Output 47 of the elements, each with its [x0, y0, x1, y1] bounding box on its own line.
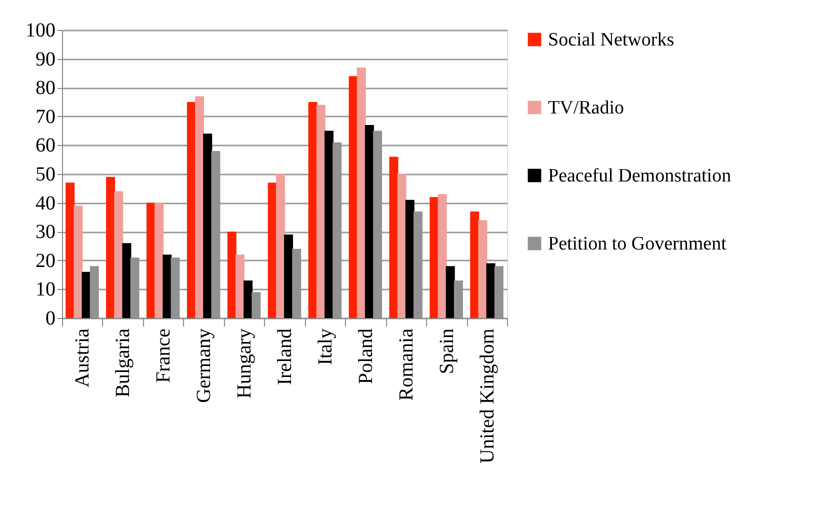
y-tick-label: 10	[36, 278, 56, 301]
bar	[74, 206, 83, 318]
legend-label: TV/Radio	[548, 98, 624, 118]
bar	[478, 220, 488, 318]
x-tick-label: Romania	[395, 328, 418, 401]
x-tick-label: Germany	[193, 328, 216, 403]
bar	[203, 134, 212, 318]
y-tick-label: 0	[46, 308, 56, 330]
bar	[284, 234, 294, 318]
bar	[66, 182, 75, 318]
y-tick-label: 30	[36, 221, 56, 244]
x-tick-label: France	[152, 328, 175, 383]
bar	[316, 104, 326, 318]
bar	[162, 254, 172, 318]
y-tick-label: 50	[36, 164, 56, 186]
legend-label: Social Networks	[548, 30, 674, 50]
bar	[430, 197, 439, 318]
x-tick-label: Poland	[354, 328, 377, 384]
y-tick-label: 80	[36, 77, 56, 100]
x-tick-label: Hungary	[234, 328, 256, 398]
x-tick-label: Italy	[314, 328, 336, 366]
bar	[356, 67, 366, 318]
y-tick-label: 60	[36, 134, 56, 157]
y-tick-label: 20	[36, 250, 56, 272]
bar	[276, 174, 285, 318]
bar	[389, 156, 398, 318]
bar	[154, 202, 164, 318]
legend-label: Peaceful Demonstration	[548, 166, 732, 186]
bar	[397, 174, 406, 318]
bar	[236, 254, 244, 318]
bar	[227, 232, 236, 318]
bar	[244, 280, 253, 318]
bar	[122, 243, 132, 318]
bar	[114, 191, 124, 318]
y-tick-label: 100	[26, 20, 56, 42]
bar	[438, 194, 447, 318]
x-tick-label: Austria	[72, 328, 94, 388]
x-tick-label: Spain	[436, 328, 458, 374]
y-tick-label: 70	[36, 106, 56, 128]
bar	[195, 96, 204, 318]
bar	[446, 266, 455, 318]
legend-label: Petition to Government	[548, 234, 728, 254]
y-tick-label: 90	[36, 48, 56, 70]
x-tick-label: Bulgaria	[112, 328, 134, 398]
x-tick-label: United Kingdom	[476, 328, 498, 464]
y-tick-label: 40	[36, 192, 56, 214]
x-tick-label: Ireland	[274, 328, 296, 386]
